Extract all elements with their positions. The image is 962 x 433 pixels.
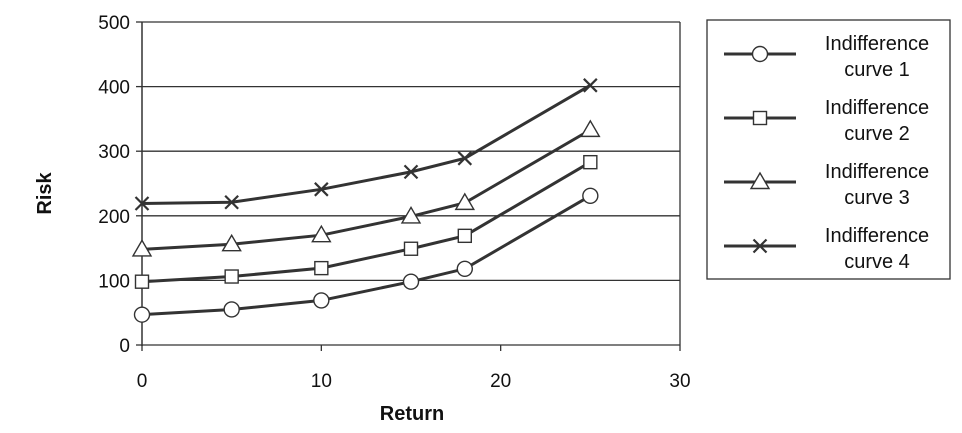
legend-marker <box>752 238 768 254</box>
data-point-series-1 <box>133 306 151 323</box>
y-tick-label: 0 <box>119 336 130 357</box>
legend-marker <box>749 171 771 190</box>
data-point-series-3 <box>131 238 153 257</box>
legend: Indifference curve 1 Indifference curve 2 In… <box>706 19 951 280</box>
legend-marker <box>751 45 769 63</box>
data-point-series-1 <box>582 187 599 204</box>
data-point-series-2 <box>457 228 472 244</box>
y-tick-label: 200 <box>98 207 130 228</box>
data-point-series-2 <box>583 154 598 170</box>
y-tick-label: 300 <box>98 142 130 163</box>
data-point-series-4 <box>403 164 419 180</box>
y-tick-label: 500 <box>98 13 130 34</box>
data-point-series-3 <box>400 206 422 224</box>
data-point-series-2 <box>224 269 239 284</box>
legend-box <box>706 19 951 280</box>
data-point-series-4 <box>583 78 598 93</box>
data-point-series-4 <box>457 151 473 166</box>
legend-label: Indifference curve 4 <box>825 225 929 273</box>
y-tick-label: 100 <box>98 271 130 292</box>
x-tick-label: 30 <box>669 371 690 392</box>
data-point-series-3 <box>221 233 242 252</box>
data-point-series-4 <box>314 182 329 197</box>
y-axis-title: Risk <box>34 172 56 215</box>
x-tick-label: 10 <box>311 371 332 392</box>
data-point-series-3 <box>311 224 332 243</box>
series-group <box>131 78 601 323</box>
series-line-4 <box>141 84 592 206</box>
data-point-series-1 <box>456 260 473 277</box>
gridlines <box>142 21 680 346</box>
data-point-series-2 <box>134 274 150 289</box>
data-point-series-2 <box>314 260 329 276</box>
x-axis-title: Return <box>380 403 444 425</box>
legend-item-1: Indifference curve 1 <box>724 33 929 81</box>
x-tick-label: 0 <box>137 371 148 392</box>
axes: 0 100 200 300 400 500 0 10 20 30 <box>98 13 690 392</box>
legend-label: Indifference curve 2 <box>825 97 929 145</box>
legend-item-2: Indifference curve 2 <box>724 97 929 145</box>
data-point-series-1 <box>402 273 420 290</box>
legend-label: Indifference curve 1 <box>825 33 929 81</box>
data-point-series-4 <box>224 194 239 210</box>
legend-item-3: Indifference curve 3 <box>724 161 929 209</box>
series-line-1 <box>141 194 592 317</box>
legend-label: Indifference curve 3 <box>825 161 929 209</box>
series-line-3 <box>141 128 592 251</box>
data-point-series-3 <box>454 192 476 211</box>
x-tick-label: 20 <box>490 371 511 392</box>
data-point-series-3 <box>580 119 601 138</box>
legend-item-4: Indifference curve 4 <box>724 225 929 273</box>
series-line-2 <box>141 160 592 284</box>
data-point-series-4 <box>134 196 150 211</box>
data-point-series-1 <box>223 301 240 318</box>
y-tick-label: 400 <box>98 78 130 99</box>
data-point-series-1 <box>313 292 330 309</box>
data-point-series-2 <box>403 241 419 256</box>
legend-marker <box>752 110 768 126</box>
